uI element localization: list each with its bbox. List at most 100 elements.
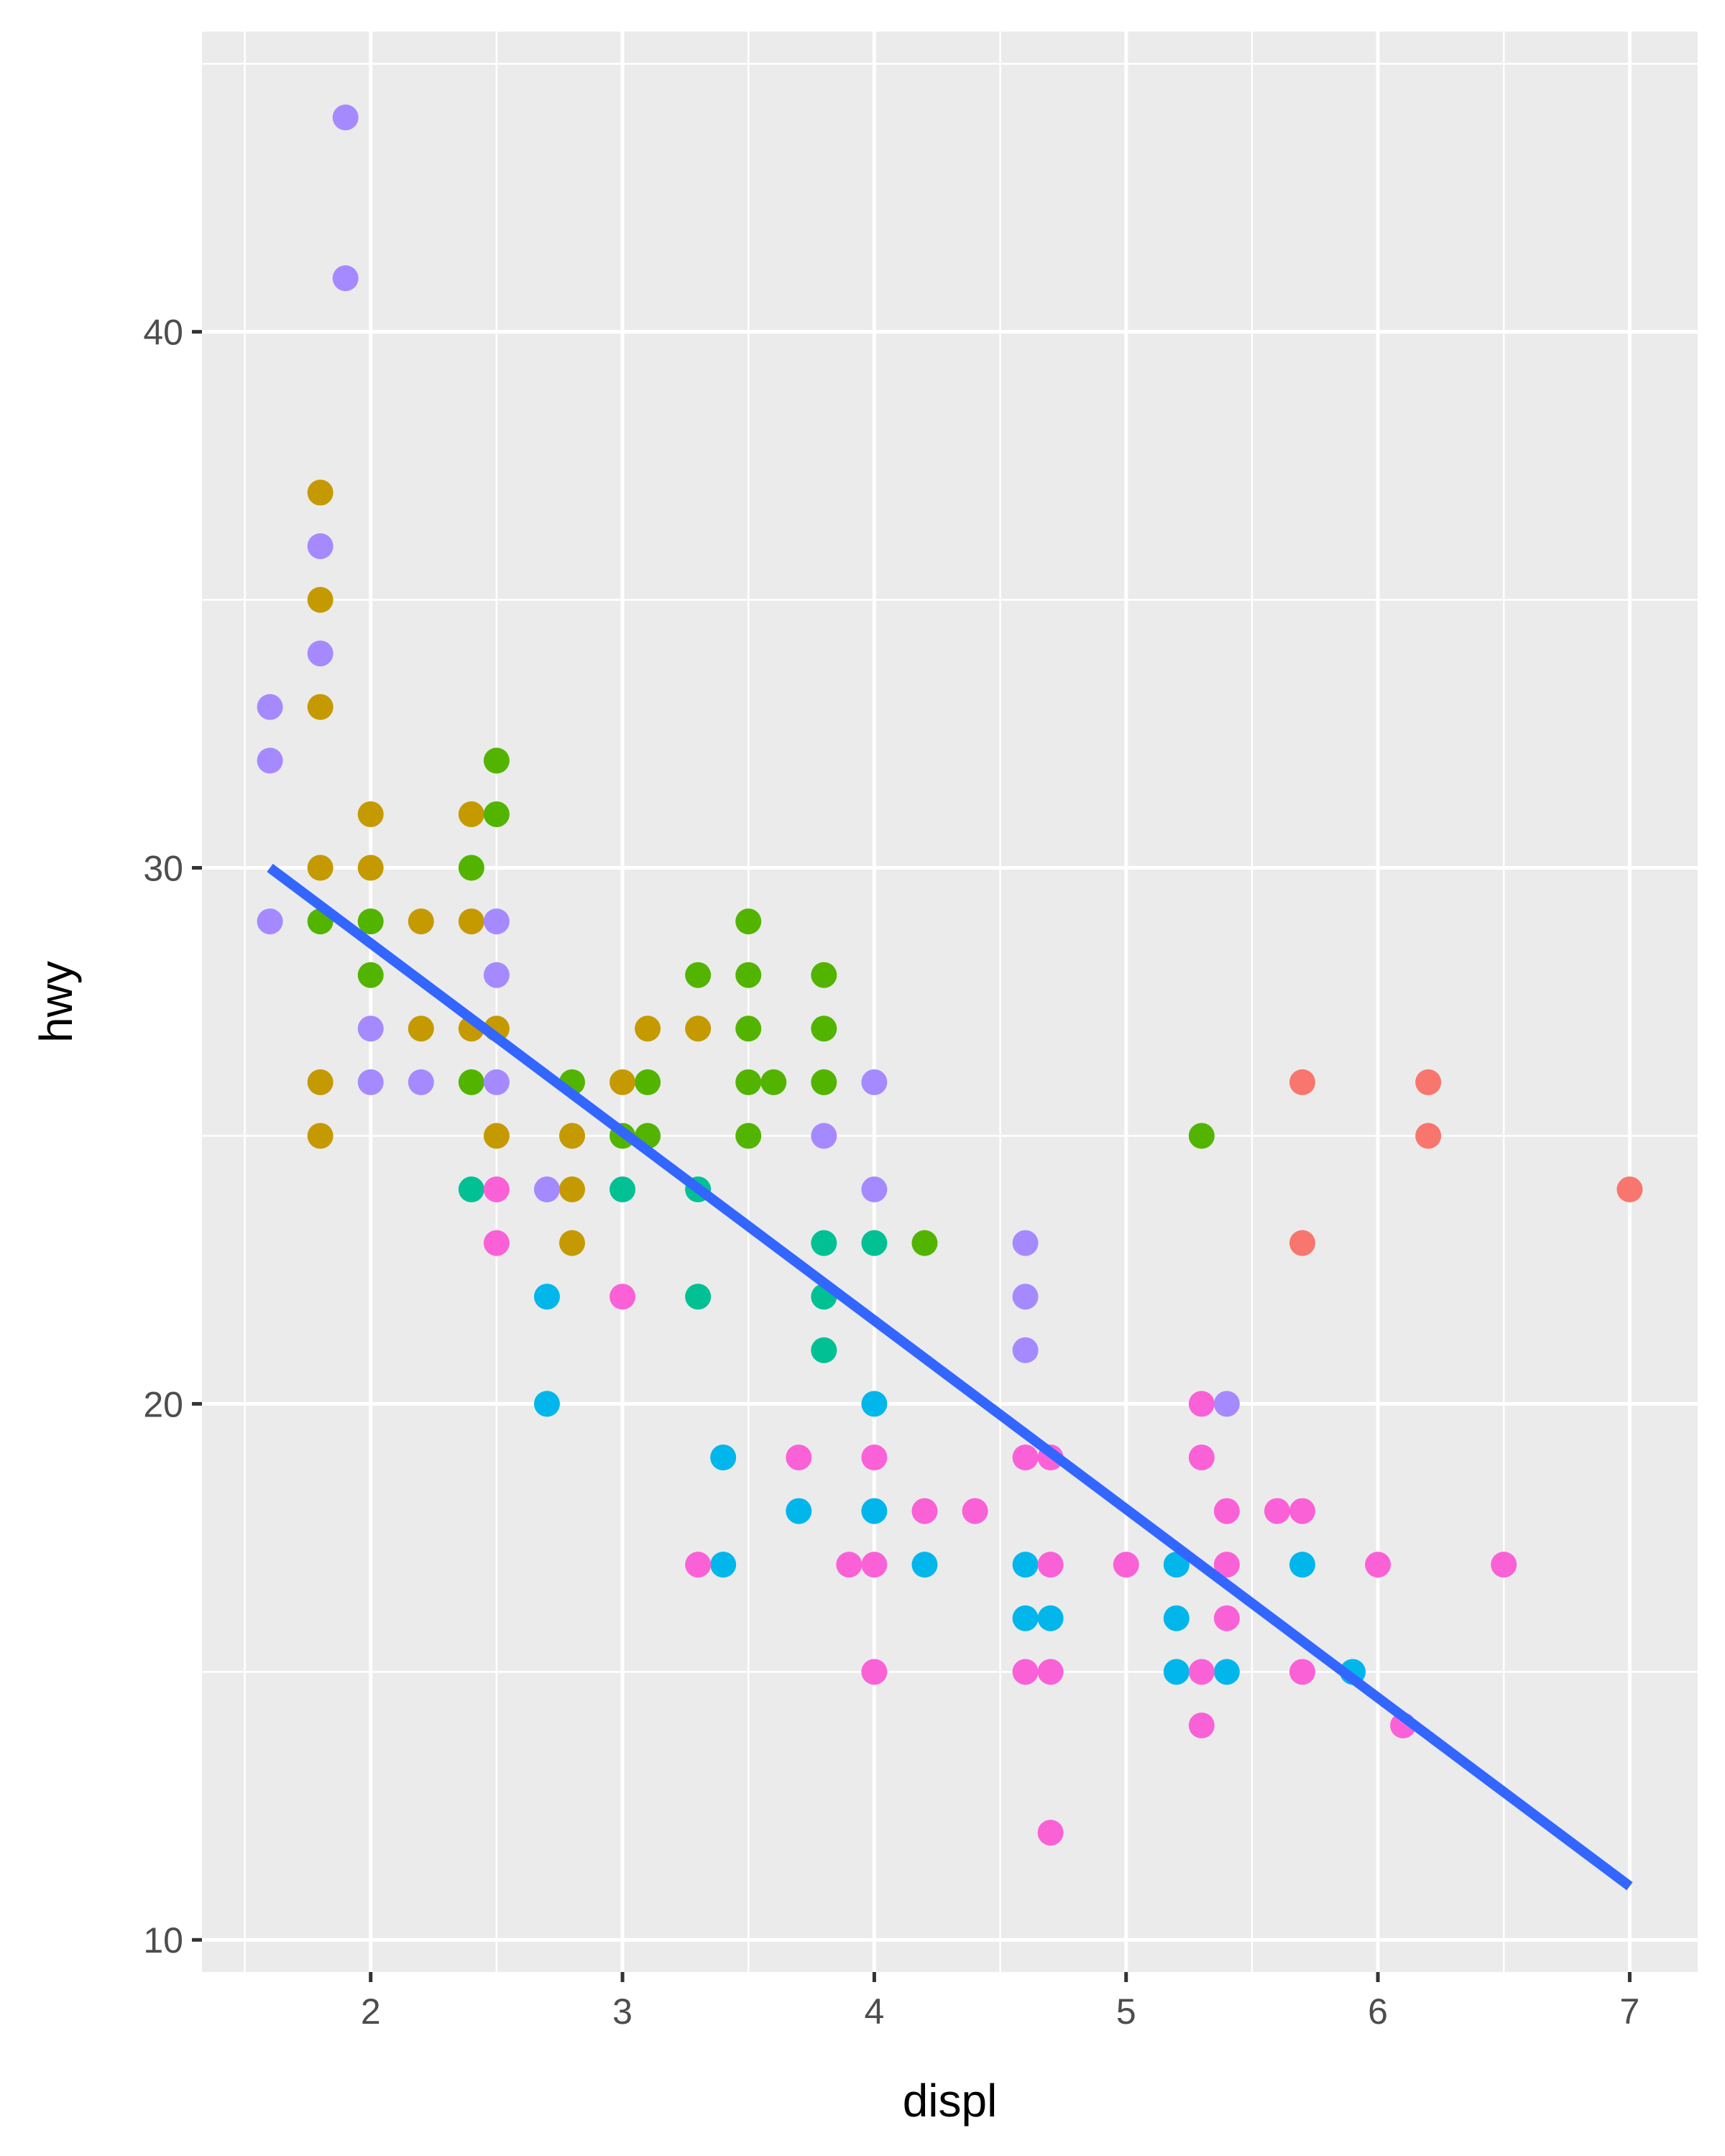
data-point-midsize xyxy=(483,801,510,827)
x-tick-label: 3 xyxy=(612,1991,632,2032)
data-point-midsize xyxy=(735,1123,762,1149)
data-point-compact xyxy=(307,1123,334,1149)
data-point-subcompact xyxy=(483,908,510,935)
data-point-minivan xyxy=(861,1230,888,1256)
data-point-pickup xyxy=(911,1552,938,1578)
data-point-subcompact xyxy=(257,694,283,720)
data-point-2seater xyxy=(1616,1176,1643,1203)
data-point-midsize xyxy=(458,1069,484,1095)
data-point-subcompact xyxy=(533,1176,560,1203)
y-tick-label: 20 xyxy=(143,1384,183,1424)
data-point-pickup xyxy=(1012,1552,1039,1578)
x-axis-title: displ xyxy=(903,2075,998,2127)
data-point-suv xyxy=(911,1498,938,1524)
data-point-2seater xyxy=(1415,1123,1442,1149)
data-point-pickup xyxy=(533,1284,560,1310)
data-point-suv xyxy=(786,1444,812,1470)
data-point-suv xyxy=(1188,1659,1215,1685)
data-point-midsize xyxy=(357,908,384,935)
data-point-subcompact xyxy=(1213,1391,1240,1417)
data-point-suv xyxy=(483,1230,510,1256)
data-point-suv xyxy=(962,1498,988,1524)
data-point-pickup xyxy=(1163,1605,1190,1631)
data-point-pickup xyxy=(786,1498,812,1524)
data-point-pickup xyxy=(861,1498,888,1524)
x-tick-label: 2 xyxy=(361,1991,381,2032)
y-tick-label: 40 xyxy=(143,313,183,353)
data-point-subcompact xyxy=(332,265,359,292)
data-point-suv xyxy=(1037,1820,1064,1846)
data-point-suv xyxy=(1491,1552,1517,1578)
data-point-compact xyxy=(610,1069,636,1095)
trend-line xyxy=(267,863,1633,1891)
data-point-midsize xyxy=(911,1230,938,1256)
data-point-midsize xyxy=(811,1069,837,1095)
data-point-pickup xyxy=(1163,1659,1190,1685)
data-point-compact xyxy=(483,1123,510,1149)
data-point-subcompact xyxy=(408,1069,434,1095)
x-tick-label: 7 xyxy=(1620,1991,1640,2032)
data-point-subcompact xyxy=(811,1123,837,1149)
y-tick-label: 10 xyxy=(143,1920,183,1961)
data-point-suv xyxy=(1289,1659,1315,1685)
data-point-suv xyxy=(861,1659,888,1685)
data-point-subcompact xyxy=(357,1015,384,1042)
data-point-suv xyxy=(1037,1552,1064,1578)
data-point-midsize xyxy=(1188,1123,1215,1149)
data-point-midsize xyxy=(735,962,762,988)
data-point-subcompact xyxy=(357,1069,384,1095)
data-point-subcompact xyxy=(483,1069,510,1095)
data-point-compact xyxy=(408,908,434,935)
data-point-suv xyxy=(1264,1498,1290,1524)
data-point-suv xyxy=(1365,1552,1392,1578)
data-point-pickup xyxy=(1163,1552,1190,1578)
data-point-midsize xyxy=(685,962,712,988)
data-point-suv xyxy=(1012,1659,1039,1685)
data-point-subcompact xyxy=(307,533,334,560)
data-point-subcompact xyxy=(861,1069,888,1095)
data-point-pickup xyxy=(710,1444,737,1470)
data-point-pickup xyxy=(1012,1605,1039,1631)
data-point-compact xyxy=(307,854,334,881)
data-point-pickup xyxy=(710,1552,737,1578)
data-point-suv xyxy=(685,1552,712,1578)
data-point-midsize xyxy=(357,962,384,988)
y-tick-label: 30 xyxy=(143,849,183,889)
data-point-minivan xyxy=(811,1337,837,1363)
x-tick-label: 6 xyxy=(1368,1991,1388,2032)
data-point-2seater xyxy=(1289,1230,1315,1256)
data-point-midsize xyxy=(760,1069,787,1095)
data-point-compact xyxy=(458,801,484,827)
data-point-compact xyxy=(685,1015,712,1042)
data-point-pickup xyxy=(861,1391,888,1417)
data-points xyxy=(257,104,1643,1846)
data-point-compact xyxy=(558,1176,585,1203)
data-point-suv xyxy=(836,1552,862,1578)
data-point-subcompact xyxy=(1012,1230,1039,1256)
data-point-suv xyxy=(610,1284,636,1310)
data-point-compact xyxy=(307,694,334,720)
data-point-pickup xyxy=(533,1391,560,1417)
y-axis-title: hwy xyxy=(30,961,82,1043)
y-axis-ticks: 10 20 30 40 xyxy=(143,313,202,1961)
data-point-suv xyxy=(1037,1659,1064,1685)
data-point-pickup xyxy=(1213,1659,1240,1685)
plot-panel xyxy=(202,32,1698,1972)
data-point-subcompact xyxy=(483,962,510,988)
data-point-suv xyxy=(1188,1391,1215,1417)
data-point-subcompact xyxy=(257,747,283,774)
x-tick-label: 4 xyxy=(864,1991,884,2032)
data-point-minivan xyxy=(811,1230,837,1256)
data-point-suv xyxy=(861,1444,888,1470)
data-point-compact xyxy=(408,1015,434,1042)
data-point-subcompact xyxy=(307,640,334,667)
data-point-compact xyxy=(558,1230,585,1256)
data-point-compact xyxy=(458,908,484,935)
minor-grid xyxy=(202,32,1698,1972)
data-point-minivan xyxy=(685,1284,712,1310)
data-point-compact xyxy=(357,854,384,881)
x-axis-ticks: 2 3 4 5 6 7 xyxy=(361,1972,1639,2032)
data-point-subcompact xyxy=(257,908,283,935)
data-point-midsize xyxy=(483,747,510,774)
data-point-subcompact xyxy=(1012,1337,1039,1363)
